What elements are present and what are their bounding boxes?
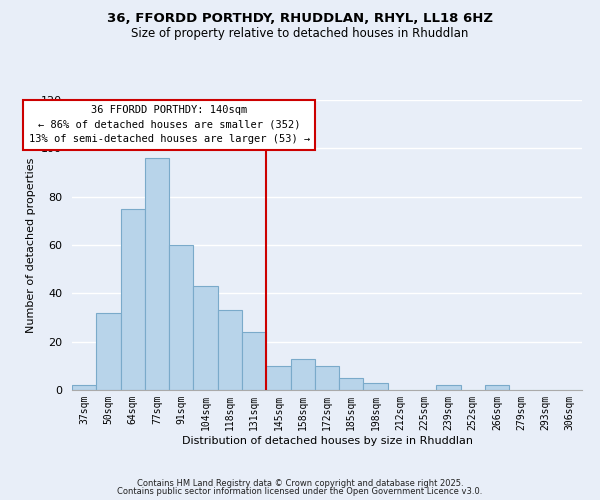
Text: 36 FFORDD PORTHDY: 140sqm
← 86% of detached houses are smaller (352)
13% of semi: 36 FFORDD PORTHDY: 140sqm ← 86% of detac…	[29, 105, 310, 144]
Text: Contains HM Land Registry data © Crown copyright and database right 2025.: Contains HM Land Registry data © Crown c…	[137, 478, 463, 488]
Bar	[72, 385, 96, 390]
X-axis label: Distribution of detached houses by size in Rhuddlan: Distribution of detached houses by size …	[182, 436, 473, 446]
Bar	[96, 312, 121, 390]
Bar	[364, 383, 388, 390]
Bar	[485, 385, 509, 390]
Bar	[315, 366, 339, 390]
Y-axis label: Number of detached properties: Number of detached properties	[26, 158, 35, 332]
Text: Contains public sector information licensed under the Open Government Licence v3: Contains public sector information licen…	[118, 487, 482, 496]
Bar	[193, 286, 218, 390]
Bar	[266, 366, 290, 390]
Bar	[290, 358, 315, 390]
Bar	[169, 245, 193, 390]
Bar	[218, 310, 242, 390]
Text: Size of property relative to detached houses in Rhuddlan: Size of property relative to detached ho…	[131, 28, 469, 40]
Bar	[436, 385, 461, 390]
Bar	[339, 378, 364, 390]
Bar	[242, 332, 266, 390]
Bar	[121, 209, 145, 390]
Text: 36, FFORDD PORTHDY, RHUDDLAN, RHYL, LL18 6HZ: 36, FFORDD PORTHDY, RHUDDLAN, RHYL, LL18…	[107, 12, 493, 26]
Bar	[145, 158, 169, 390]
